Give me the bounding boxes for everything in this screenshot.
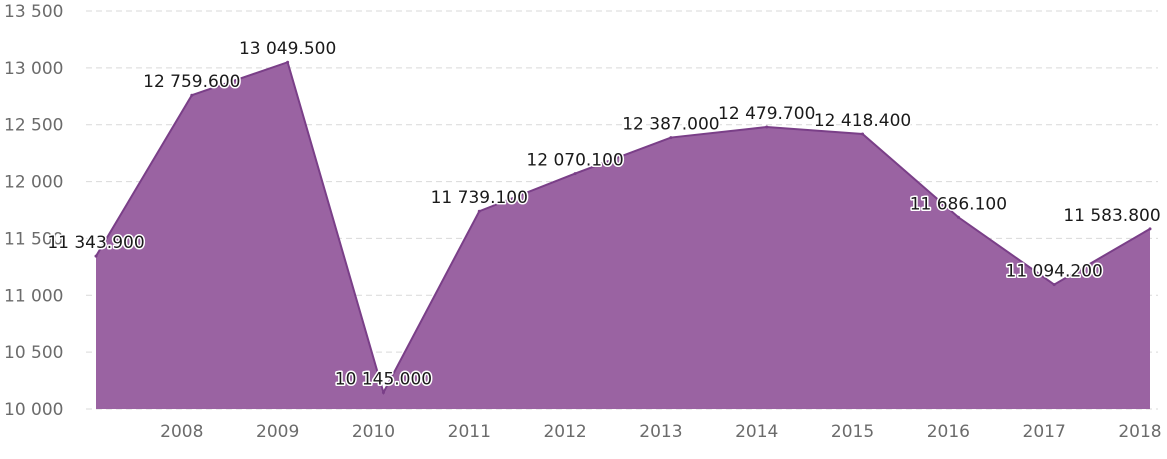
data-point — [1148, 227, 1152, 231]
area-fill — [96, 62, 1150, 410]
x-tick-label: 2012 — [543, 422, 586, 442]
data-label: 12 387.000 — [622, 115, 719, 135]
data-point — [94, 254, 98, 258]
data-label: 11 343.900 — [47, 233, 144, 253]
y-axis-ticks: 10 000 10 500 11 000 11 500 12 000 12 500 13 0… — [4, 2, 63, 420]
data-point — [956, 215, 960, 219]
data-label: 12 479.700 — [718, 104, 815, 124]
x-tick-label: 2016 — [927, 422, 970, 442]
y-tick-label: 11 500 — [4, 229, 63, 249]
data-point — [861, 132, 865, 136]
y-tick-label: 11 000 — [4, 286, 63, 306]
data-point — [669, 136, 673, 140]
data-point — [286, 60, 290, 64]
x-tick-label: 2013 — [639, 422, 682, 442]
data-label: 12 759.600 — [143, 72, 240, 92]
x-tick-label: 2010 — [352, 422, 395, 442]
data-point — [477, 209, 481, 213]
x-tick-label: 2018 — [1118, 422, 1161, 442]
data-label: 11 094.200 — [1006, 262, 1103, 282]
y-tick-label: 12 500 — [4, 116, 63, 136]
data-label: 12 418.400 — [814, 111, 911, 131]
x-tick-label: 2015 — [831, 422, 874, 442]
area-line — [95, 60, 1151, 396]
x-tick-label: 2014 — [735, 422, 778, 442]
data-point — [190, 93, 194, 97]
x-tick-label: 2011 — [448, 422, 491, 442]
data-label: 13 049.500 — [239, 39, 336, 59]
y-tick-label: 10 500 — [4, 343, 63, 363]
area-series — [94, 60, 1152, 410]
data-point — [765, 125, 769, 129]
x-axis-ticks: 2008 2009 2010 2011 2012 2013 2014 2015 2016 2017… — [160, 422, 1161, 442]
data-labels: 11 343.900 12 759.600 13 049.500 10 145.000… — [46, 38, 1162, 391]
y-tick-label: 13 500 — [4, 2, 63, 22]
data-label: 11 686.100 — [910, 194, 1007, 214]
data-label: 10 145.000 — [335, 370, 432, 390]
x-tick-label: 2008 — [160, 422, 203, 442]
y-tick-label: 13 000 — [4, 59, 63, 79]
data-label: 12 070.100 — [526, 151, 623, 171]
x-tick-label: 2017 — [1023, 422, 1066, 442]
y-tick-label: 10 000 — [4, 400, 63, 420]
x-tick-label: 2009 — [256, 422, 299, 442]
data-point — [1052, 283, 1056, 287]
data-label: 11 739.100 — [431, 188, 528, 208]
data-point — [573, 172, 577, 176]
data-label: 11 583.800 — [1063, 206, 1160, 226]
data-point — [381, 391, 385, 395]
y-tick-label: 12 000 — [4, 173, 63, 193]
